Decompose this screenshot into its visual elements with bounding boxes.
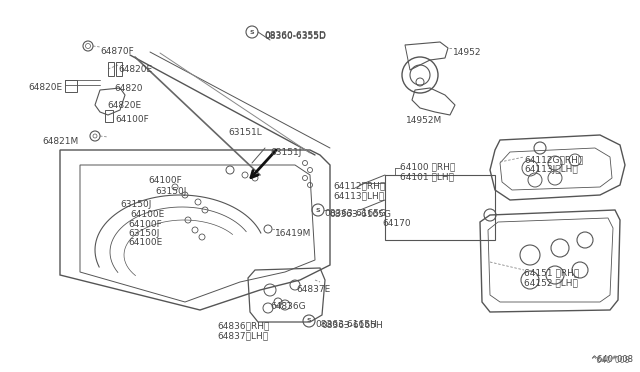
Text: 64112G〈RH〉: 64112G〈RH〉 <box>524 155 583 164</box>
Text: 64837〈LH〉: 64837〈LH〉 <box>217 331 268 340</box>
Text: 08363-6165G: 08363-6165G <box>329 210 391 219</box>
Text: 64821M: 64821M <box>42 137 78 146</box>
Text: 14952M: 14952M <box>406 116 442 125</box>
Bar <box>105 110 113 122</box>
Text: 64100F: 64100F <box>148 176 182 185</box>
Text: 64820E: 64820E <box>28 83 62 92</box>
Text: 63150J: 63150J <box>128 229 159 238</box>
Text: 64870F: 64870F <box>100 47 134 56</box>
Text: 64113〈LH〉: 64113〈LH〉 <box>333 191 384 200</box>
Text: S: S <box>316 208 320 212</box>
Text: ^640*008: ^640*008 <box>590 355 633 364</box>
Text: ^640*008: ^640*008 <box>590 356 629 365</box>
Text: 08360-6355D: 08360-6355D <box>264 31 326 40</box>
Text: S: S <box>250 29 254 35</box>
Text: 64820: 64820 <box>114 84 143 93</box>
Text: 08363-6165H: 08363-6165H <box>315 320 377 329</box>
Text: 64820E: 64820E <box>118 65 152 74</box>
Text: 64151 〈RH〉: 64151 〈RH〉 <box>524 268 579 277</box>
Text: 63150J: 63150J <box>155 187 186 196</box>
Text: S: S <box>307 318 311 324</box>
Text: 08363-6165H: 08363-6165H <box>321 321 383 330</box>
Text: 64100 〈RH〉: 64100 〈RH〉 <box>400 162 455 171</box>
Text: 64836G: 64836G <box>270 302 306 311</box>
Text: 64820E: 64820E <box>107 101 141 110</box>
Text: 63150J: 63150J <box>120 200 152 209</box>
Text: 64152 〈LH〉: 64152 〈LH〉 <box>524 278 578 287</box>
Text: 64101 〈LH〉: 64101 〈LH〉 <box>400 172 454 181</box>
Text: 08360-6355D: 08360-6355D <box>264 32 326 41</box>
Text: 63151J: 63151J <box>270 148 301 157</box>
Text: 64837E: 64837E <box>296 285 330 294</box>
Bar <box>108 62 114 76</box>
Bar <box>385 175 495 240</box>
Text: 64170: 64170 <box>382 219 411 228</box>
Text: 63151L: 63151L <box>228 128 262 137</box>
Text: 64113J〈LH〉: 64113J〈LH〉 <box>524 165 578 174</box>
Text: 64836〈RH〉: 64836〈RH〉 <box>217 321 269 330</box>
Text: 64100E: 64100E <box>130 210 164 219</box>
Bar <box>65 80 77 92</box>
Bar <box>116 62 122 76</box>
Text: 16419M: 16419M <box>275 229 312 238</box>
Text: 64100F: 64100F <box>115 115 148 124</box>
Text: 64100E: 64100E <box>128 238 163 247</box>
Text: 14952: 14952 <box>453 48 481 57</box>
Text: 64100F: 64100F <box>128 220 162 229</box>
Text: 64112〈RH〉: 64112〈RH〉 <box>333 181 385 190</box>
Text: 08363-6165G: 08363-6165G <box>324 209 386 218</box>
